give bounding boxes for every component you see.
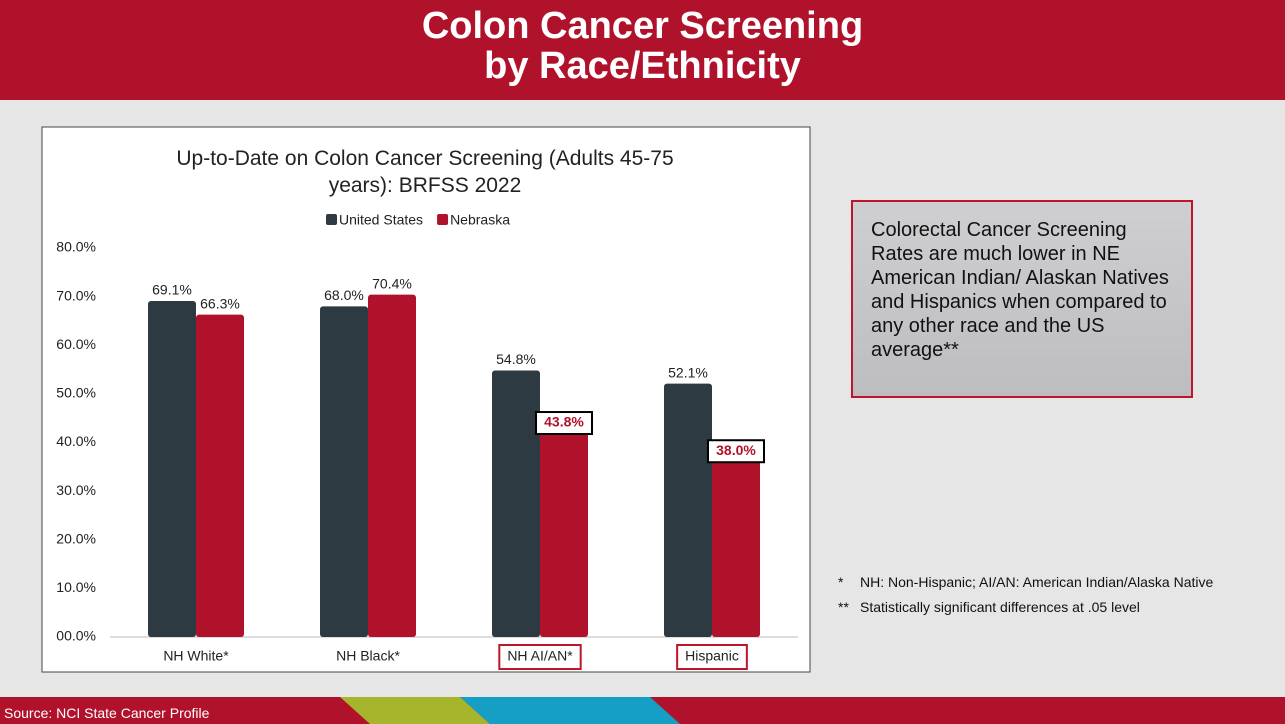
header-band	[0, 0, 1285, 100]
slide-title-line: by Race/Ethnicity	[484, 45, 801, 87]
value-label: 54.8%	[496, 351, 536, 367]
legend-swatch	[326, 214, 337, 225]
footnote: * NH: Non-Hispanic; AI/AN: American India…	[838, 570, 1213, 595]
x-tick-highlight	[498, 644, 582, 670]
bar	[664, 383, 712, 637]
value-label-box	[535, 411, 593, 436]
footer-stripe	[460, 697, 680, 724]
footnote-mark: *	[838, 574, 844, 590]
footnote-mark: **	[838, 599, 849, 615]
bar	[540, 424, 588, 637]
bar	[320, 306, 368, 637]
legend-label: Nebraska	[450, 212, 510, 228]
y-tick-label: 10.0%	[56, 579, 96, 595]
x-tick-label: NH White*	[163, 648, 229, 664]
chart-title: Up-to-Date on Colon Cancer Screening (Ad…	[110, 145, 740, 199]
value-label: 38.0%	[716, 442, 756, 458]
bar	[368, 294, 416, 637]
slide-title-line: Colon Cancer Screening	[421, 5, 864, 47]
footer-stripe	[340, 697, 490, 724]
bar	[148, 301, 196, 637]
y-tick-label: 20.0%	[56, 530, 96, 546]
x-tick-highlight	[676, 644, 748, 670]
y-tick-label: 00.0%	[56, 628, 96, 644]
value-label: 66.3%	[200, 295, 240, 311]
bar	[712, 452, 760, 637]
y-tick-label: 70.0%	[56, 287, 96, 303]
footnotes: * NH: Non-Hispanic; AI/AN: American India…	[838, 570, 1213, 620]
x-tick-label: NH AI/AN*	[507, 648, 573, 664]
bar	[196, 314, 244, 637]
x-tick-label: Hispanic	[685, 648, 739, 664]
y-tick-label: 30.0%	[56, 482, 96, 498]
slide-title: Colon Cancer Screening by Race/Ethnicity	[0, 6, 1285, 86]
legend-swatch	[437, 214, 449, 225]
y-tick-label: 40.0%	[56, 433, 96, 449]
source: Source: NCI State Cancer Profile	[4, 705, 210, 721]
callout: Colorectal Cancer Screening Rates are mu…	[851, 200, 1193, 398]
value-label: 43.8%	[544, 414, 584, 430]
value-label: 70.4%	[372, 275, 412, 291]
y-tick-label: 60.0%	[56, 336, 96, 352]
value-label: 68.0%	[324, 287, 364, 303]
y-tick-label: 50.0%	[56, 385, 96, 401]
legend-label: United States	[339, 212, 423, 228]
value-label: 69.1%	[152, 282, 192, 298]
x-tick-label: NH Black*	[336, 648, 400, 664]
chart-title-line: Up-to-Date on Colon Cancer Screening (Ad…	[176, 147, 674, 170]
y-tick-label: 80.0%	[56, 239, 96, 255]
value-label-box	[707, 439, 765, 464]
chart-title-line: years): BRFSS 2022	[328, 174, 522, 197]
footnote-text: Statistically significant differences at…	[860, 599, 1140, 615]
value-label: 52.1%	[668, 364, 708, 380]
footnote: ** Statistically significant differences …	[838, 595, 1213, 620]
footnote-text: NH: Non-Hispanic; AI/AN: American Indian…	[860, 574, 1214, 590]
bar	[492, 370, 540, 637]
